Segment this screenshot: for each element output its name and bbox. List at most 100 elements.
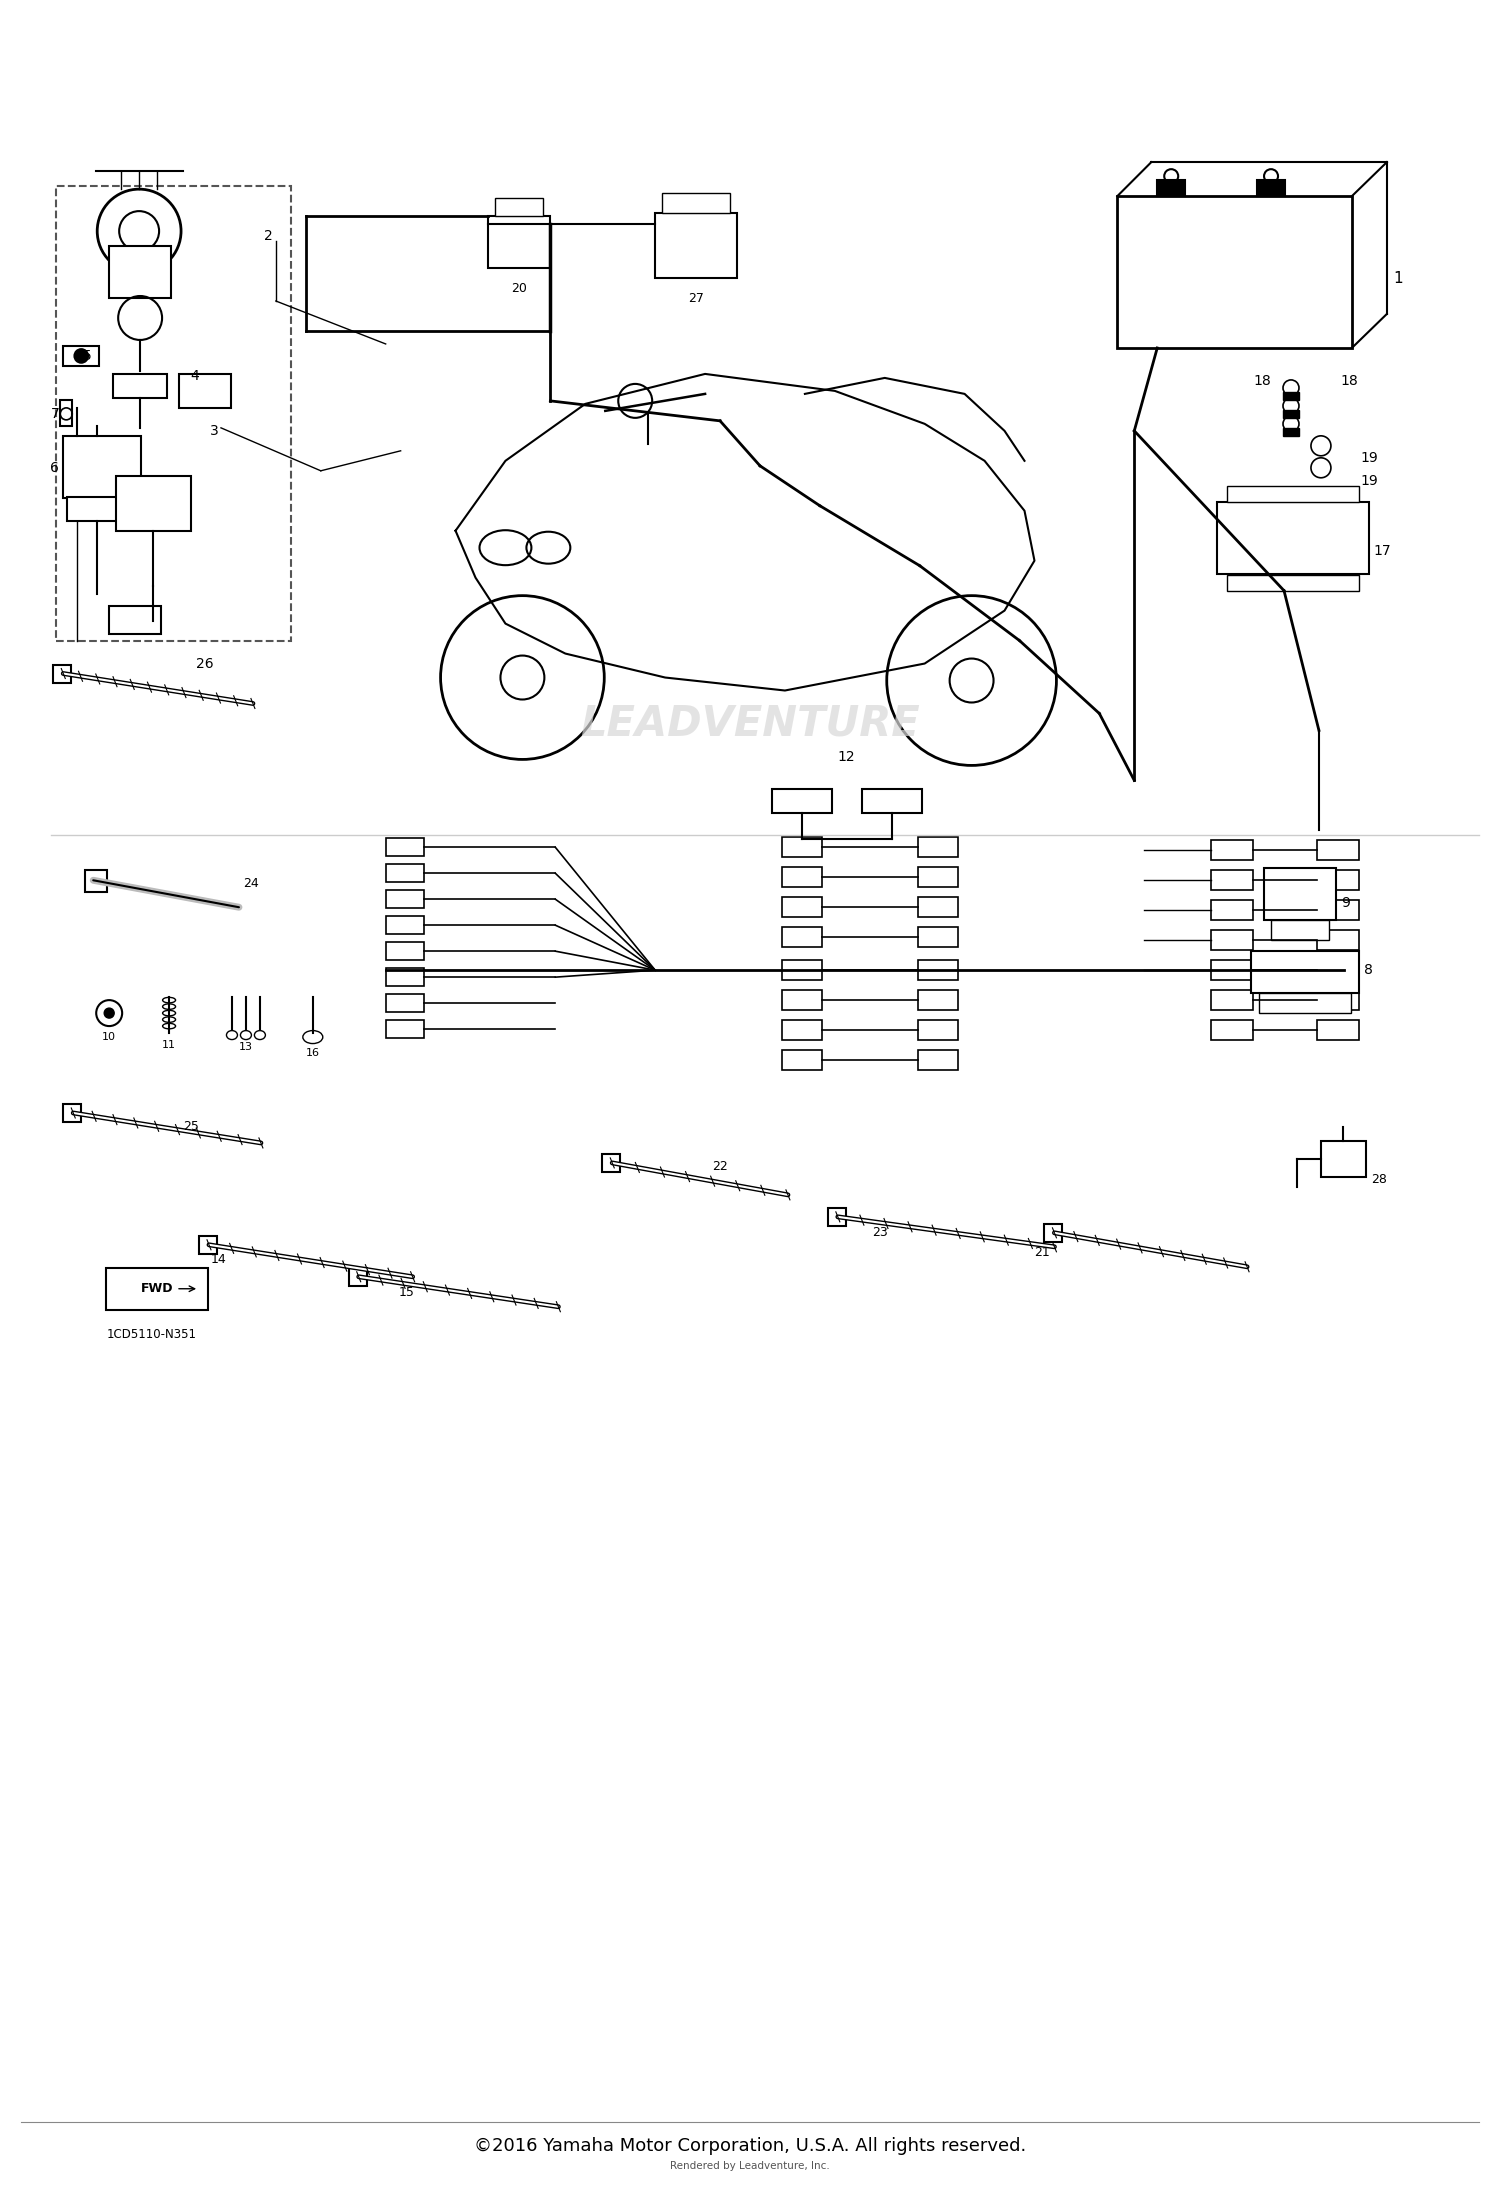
Bar (1210, 1020, 1252, 1040)
Bar (1044, 1224, 1062, 1241)
Bar (1210, 990, 1252, 1009)
Bar (918, 1020, 957, 1040)
Bar (918, 1051, 957, 1071)
Bar (1264, 867, 1336, 920)
Text: 13: 13 (238, 1042, 254, 1051)
Bar (489, 216, 550, 269)
Text: FWD: FWD (141, 1283, 174, 1296)
Bar (1317, 900, 1359, 920)
Bar (1210, 841, 1252, 861)
Text: 12: 12 (839, 749, 855, 765)
Circle shape (104, 1007, 114, 1018)
Bar (1322, 1141, 1366, 1178)
Bar (86, 870, 106, 891)
Bar (112, 374, 166, 398)
Text: 9: 9 (1341, 896, 1350, 911)
Text: 20: 20 (512, 282, 528, 295)
Bar (386, 839, 423, 857)
Bar (918, 867, 957, 887)
Text: 6: 6 (51, 461, 60, 474)
Bar (110, 247, 171, 297)
Bar (1118, 197, 1352, 347)
Bar (1251, 950, 1359, 994)
Bar (1210, 931, 1252, 950)
Bar (782, 867, 822, 887)
Bar (68, 496, 129, 520)
Bar (782, 1020, 822, 1040)
Bar (1156, 179, 1185, 197)
Text: 22: 22 (712, 1160, 728, 1173)
Bar (495, 199, 543, 216)
Bar (1317, 990, 1359, 1009)
Text: 17: 17 (1374, 544, 1392, 557)
Bar (782, 959, 822, 981)
Bar (1282, 428, 1299, 435)
Bar (63, 435, 141, 498)
Bar (386, 1020, 423, 1038)
Bar (862, 789, 921, 813)
Text: Rendered by Leadventure, Inc.: Rendered by Leadventure, Inc. (670, 2161, 830, 2170)
Bar (782, 837, 822, 857)
Bar (828, 1208, 846, 1226)
Bar (782, 926, 822, 946)
Bar (386, 942, 423, 959)
Bar (60, 400, 72, 426)
Bar (603, 1154, 619, 1171)
Bar (54, 664, 72, 682)
Bar (57, 186, 291, 640)
Bar (63, 345, 99, 365)
Text: 18: 18 (1254, 374, 1270, 389)
Bar (918, 926, 957, 946)
Text: 24: 24 (243, 876, 258, 889)
Text: 21: 21 (1035, 1245, 1050, 1259)
Bar (63, 1103, 81, 1121)
Text: 7: 7 (51, 406, 60, 422)
Text: 11: 11 (162, 1040, 176, 1051)
Bar (110, 605, 160, 634)
Text: 28: 28 (1371, 1173, 1386, 1186)
Bar (918, 898, 957, 918)
Bar (1210, 870, 1252, 889)
Text: 8: 8 (1364, 964, 1372, 977)
Text: 1: 1 (1394, 271, 1404, 286)
Bar (1282, 391, 1299, 400)
Text: 10: 10 (102, 1031, 116, 1042)
Text: 2: 2 (264, 229, 273, 243)
Bar (106, 1267, 208, 1309)
Text: 23: 23 (871, 1226, 888, 1239)
Bar (386, 865, 423, 883)
Text: ©2016 Yamaha Motor Corporation, U.S.A. All rights reserved.: ©2016 Yamaha Motor Corporation, U.S.A. A… (474, 2137, 1026, 2154)
Bar (1282, 411, 1299, 417)
Text: LEADVENTURE: LEADVENTURE (580, 701, 920, 745)
Bar (918, 990, 957, 1009)
Bar (1216, 503, 1370, 575)
Bar (1270, 920, 1329, 940)
Bar (1257, 179, 1286, 197)
Circle shape (75, 350, 88, 363)
Bar (918, 959, 957, 981)
Text: 18: 18 (1341, 374, 1359, 389)
Bar (348, 1267, 366, 1285)
Bar (656, 214, 736, 277)
Bar (178, 374, 231, 409)
Bar (386, 968, 423, 985)
Bar (662, 192, 730, 214)
Text: 19: 19 (1360, 450, 1378, 465)
Bar (386, 916, 423, 935)
Bar (1210, 900, 1252, 920)
Bar (1317, 870, 1359, 889)
Bar (1258, 994, 1352, 1014)
Text: 3: 3 (210, 424, 219, 437)
Text: 16: 16 (306, 1049, 320, 1058)
Bar (1317, 1020, 1359, 1040)
Bar (1317, 841, 1359, 861)
Bar (918, 837, 957, 857)
Bar (116, 476, 190, 531)
Bar (772, 789, 832, 813)
Bar (782, 990, 822, 1009)
Bar (1227, 575, 1359, 590)
Text: 19: 19 (1360, 474, 1378, 487)
Bar (386, 889, 423, 909)
Bar (782, 898, 822, 918)
Text: 26: 26 (196, 656, 213, 671)
